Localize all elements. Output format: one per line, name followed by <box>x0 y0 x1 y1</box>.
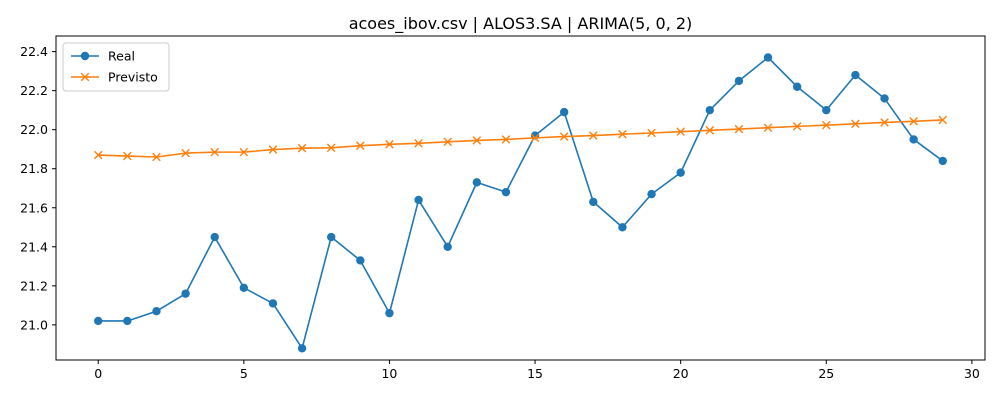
x-tick-label: 10 <box>381 366 397 381</box>
data-point-previsto <box>210 147 220 157</box>
data-point-real <box>414 195 423 205</box>
data-point-real <box>472 178 482 187</box>
data-point-real <box>181 289 190 298</box>
x-tick-label: 20 <box>673 366 689 381</box>
y-tick-label: 22.4 <box>20 44 48 59</box>
data-point-real <box>210 232 219 242</box>
legend-label-previsto: Previsto <box>108 70 158 85</box>
data-point-real <box>763 53 773 62</box>
data-point-previsto <box>589 131 598 140</box>
data-point-real <box>268 299 278 308</box>
y-tick-label: 22.0 <box>20 122 48 137</box>
data-point-previsto <box>501 135 511 144</box>
data-point-previsto <box>385 140 394 149</box>
y-tick-label: 21.2 <box>20 278 48 293</box>
data-point-real <box>822 105 831 115</box>
data-point-previsto <box>705 125 715 135</box>
data-point-previsto <box>239 147 249 157</box>
y-tick-label: 22.2 <box>20 83 48 98</box>
legend-box <box>62 42 170 92</box>
series-line-real <box>98 56 944 350</box>
data-point-previsto <box>734 124 744 134</box>
data-point-real <box>385 308 394 318</box>
data-point-real <box>94 316 103 326</box>
series-line-previsto <box>98 119 943 158</box>
data-point-previsto <box>443 137 452 147</box>
data-point-real <box>647 189 656 199</box>
data-point-real <box>909 135 918 144</box>
data-point-real <box>938 156 947 166</box>
data-point-previsto <box>763 123 773 133</box>
axes-layer: 0 5 10 15 20 25 30 21.0 21.2 21.4 21.6 21.8 22.0 22.2… <box>20 35 986 381</box>
axes-frame <box>55 35 986 361</box>
data-point-previsto <box>93 150 103 160</box>
data-point-real <box>851 70 860 80</box>
data-point-previsto <box>152 152 161 162</box>
data-point-previsto <box>181 148 190 158</box>
legend: Real Previsto <box>62 42 170 92</box>
x-tick-label: 15 <box>527 366 543 381</box>
legend-marker-real <box>80 51 90 61</box>
data-point-real <box>123 316 132 326</box>
data-point-real <box>705 105 714 115</box>
data-point-real <box>152 307 161 316</box>
data-point-real <box>792 82 802 91</box>
data-point-previsto <box>851 119 860 129</box>
data-point-previsto <box>938 115 948 125</box>
data-point-real <box>239 283 249 292</box>
x-tick-label: 5 <box>240 366 248 381</box>
y-tick-label: 21.4 <box>20 239 48 254</box>
data-point-previsto <box>821 120 831 130</box>
data-point-real <box>880 94 889 103</box>
data-point-previsto <box>472 136 482 145</box>
data-point-previsto <box>909 116 918 126</box>
data-point-previsto <box>356 141 365 150</box>
data-point-previsto <box>414 139 423 148</box>
data-point-previsto <box>618 129 627 139</box>
x-tick-label: 30 <box>964 366 980 381</box>
data-point-real <box>443 242 452 251</box>
data-point-real <box>589 197 598 207</box>
data-point-real <box>297 344 307 353</box>
data-point-real <box>734 76 744 86</box>
series-layer <box>93 53 948 353</box>
data-point-real <box>676 168 685 177</box>
data-point-previsto <box>647 128 656 138</box>
data-point-real <box>501 187 511 197</box>
data-point-previsto <box>880 118 889 127</box>
legend-marker-previsto <box>80 72 90 82</box>
legend-label-real: Real <box>108 49 135 64</box>
data-point-real <box>618 223 627 232</box>
data-point-real <box>327 232 336 242</box>
data-point-previsto <box>297 143 307 153</box>
data-point-real <box>356 256 365 265</box>
y-tick-label: 21.8 <box>20 161 48 176</box>
data-point-previsto <box>792 122 802 131</box>
x-tick-label: 25 <box>818 366 834 381</box>
data-point-previsto <box>326 143 336 153</box>
chart-title: acoes_ibov.csv | ALOS3.SA | ARIMA(5, 0, … <box>349 14 693 34</box>
data-point-real <box>559 107 569 117</box>
y-tick-label: 21.6 <box>20 200 48 215</box>
data-point-previsto <box>268 145 278 154</box>
data-point-previsto <box>530 133 540 143</box>
plot-area <box>56 36 985 360</box>
data-point-previsto <box>559 132 569 141</box>
data-point-previsto <box>676 127 685 136</box>
x-tick-label: 0 <box>94 366 102 381</box>
data-point-previsto <box>123 151 132 161</box>
y-tick-label: 21.0 <box>20 317 48 332</box>
